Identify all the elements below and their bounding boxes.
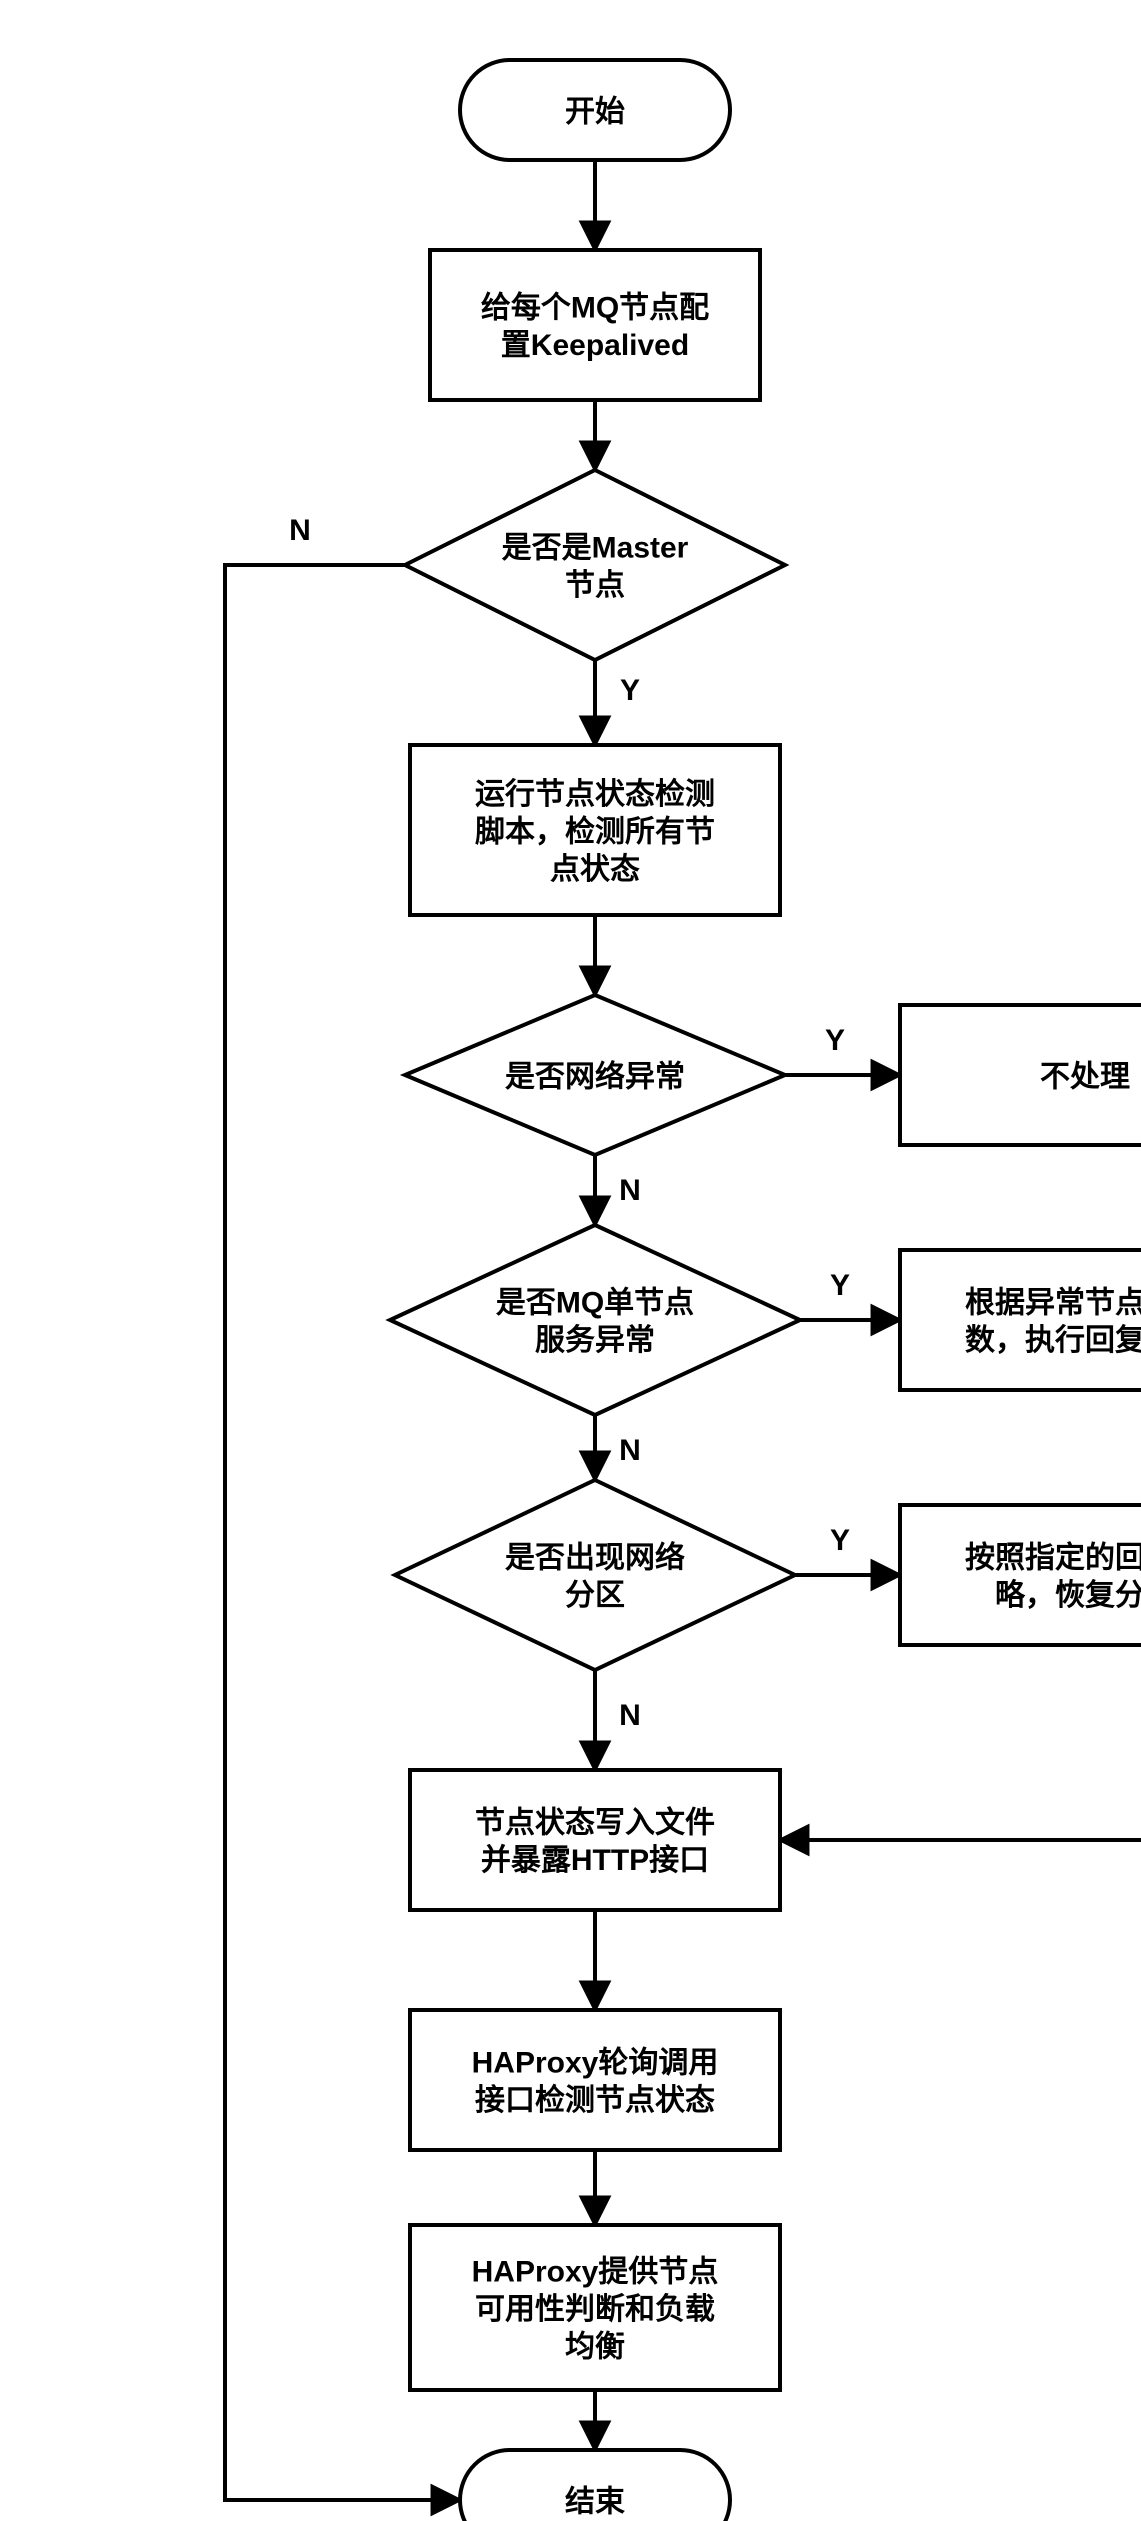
svg-text:并暴露HTTP接口: 并暴露HTTP接口 bbox=[481, 1844, 709, 1877]
svg-text:HAProxy提供节点: HAProxy提供节点 bbox=[472, 2255, 719, 2288]
node-writeFile bbox=[410, 1770, 780, 1910]
edge-label: N bbox=[619, 1699, 641, 1732]
svg-text:给每个MQ节点配: 给每个MQ节点配 bbox=[481, 291, 709, 325]
edge-label: Y bbox=[830, 1269, 850, 1302]
svg-text:服务异常: 服务异常 bbox=[535, 1324, 655, 1357]
node-isMaster bbox=[405, 470, 785, 660]
edge-label: Y bbox=[825, 1024, 845, 1057]
node-isMQAbn bbox=[390, 1225, 800, 1415]
svg-text:均衡: 均衡 bbox=[565, 2330, 625, 2363]
svg-text:脚本，检测所有节: 脚本，检测所有节 bbox=[475, 814, 715, 848]
svg-text:置Keepalived: 置Keepalived bbox=[501, 329, 689, 362]
node-haproxyPoll bbox=[410, 2010, 780, 2150]
svg-text:分区: 分区 bbox=[565, 1579, 625, 1612]
svg-text:根据异常节点的个: 根据异常节点的个 bbox=[965, 1287, 1141, 1320]
svg-text:节点状态写入文件: 节点状态写入文件 bbox=[475, 1806, 715, 1840]
edge-label: N bbox=[619, 1434, 641, 1467]
node-recoverCnt bbox=[900, 1250, 1141, 1390]
svg-text:接口检测节点状态: 接口检测节点状态 bbox=[475, 2083, 715, 2117]
svg-text:开始: 开始 bbox=[565, 95, 625, 128]
svg-text:是否网络异常: 是否网络异常 bbox=[505, 1059, 685, 1093]
svg-text:是否出现网络: 是否出现网络 bbox=[505, 1541, 685, 1575]
svg-text:按照指定的回复策: 按照指定的回复策 bbox=[965, 1541, 1141, 1575]
svg-text:数，执行回复策略: 数，执行回复策略 bbox=[965, 1323, 1141, 1357]
edge-label: N bbox=[619, 1174, 641, 1207]
svg-text:结束: 结束 bbox=[565, 2485, 625, 2518]
svg-text:节点: 节点 bbox=[565, 569, 625, 602]
svg-text:是否MQ单节点: 是否MQ单节点 bbox=[496, 1287, 694, 1320]
svg-text:HAProxy轮询调用: HAProxy轮询调用 bbox=[472, 2047, 719, 2080]
node-recoverPart bbox=[900, 1505, 1141, 1645]
svg-text:是否是Master: 是否是Master bbox=[502, 532, 689, 565]
edge-label: Y bbox=[620, 674, 640, 707]
edge-label: N bbox=[289, 514, 311, 547]
node-configKA bbox=[430, 250, 760, 400]
edge-label: Y bbox=[830, 1524, 850, 1557]
svg-text:不处理: 不处理 bbox=[1040, 1060, 1130, 1093]
node-isNetPart bbox=[395, 1480, 795, 1670]
flow-edge bbox=[780, 1075, 1141, 1840]
svg-text:可用性判断和负载: 可用性判断和负载 bbox=[475, 2293, 715, 2326]
svg-text:略，恢复分区: 略，恢复分区 bbox=[995, 1579, 1141, 1612]
svg-text:点状态: 点状态 bbox=[550, 853, 640, 886]
svg-text:运行节点状态检测: 运行节点状态检测 bbox=[475, 777, 715, 811]
